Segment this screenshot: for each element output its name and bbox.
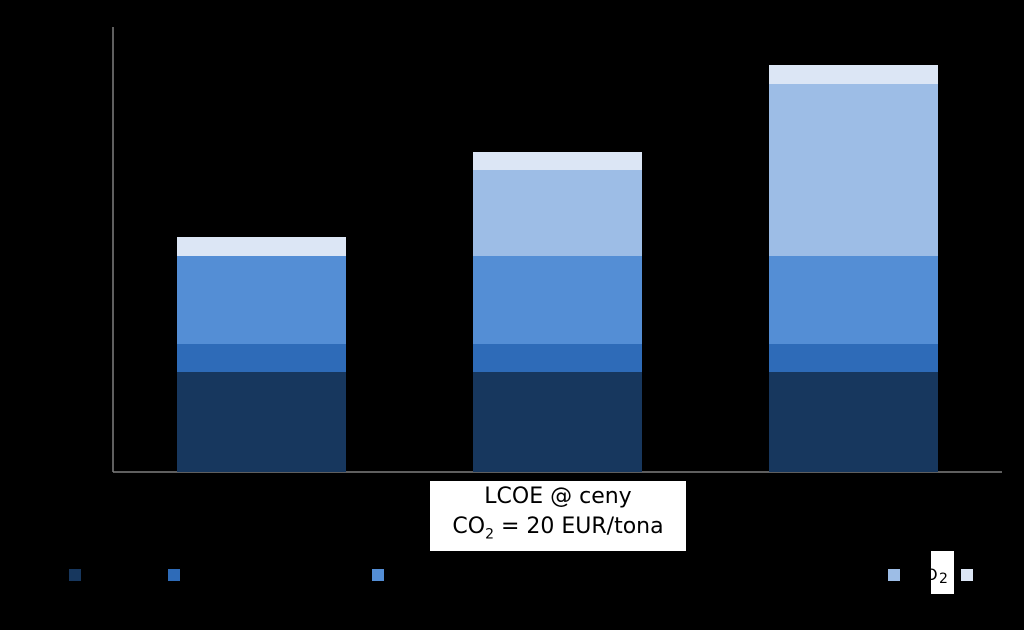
- bar-1-segment-3: [177, 256, 346, 344]
- annotation-subscript: 2: [485, 526, 494, 543]
- annotation-co-text: CO: [452, 514, 486, 540]
- bar-2-segment-4: [473, 170, 642, 256]
- bar-1-segment-1: [177, 372, 346, 472]
- legend-label-fragment: O 2: [931, 551, 954, 594]
- bar-2-segment-3: [473, 256, 642, 344]
- legend-swatch-3: [372, 569, 384, 581]
- bar-3-segment-2: [769, 344, 938, 372]
- legend-fragment-subscript: 2: [939, 571, 948, 587]
- legend-swatch-1: [69, 569, 81, 581]
- annotation-line-1: LCOE @ ceny: [484, 484, 632, 510]
- legend-swatch-5: [961, 569, 973, 581]
- legend-fragment-text: O: [931, 565, 938, 584]
- bar-3-segment-5: [769, 65, 938, 84]
- legend-swatch-4: [888, 569, 900, 581]
- bar-2-segment-1: [473, 372, 642, 472]
- bar-1-segment-5: [177, 237, 346, 256]
- bar-2-segment-5: [473, 152, 642, 170]
- bar-3-segment-4: [769, 84, 938, 256]
- bar-3-segment-3: [769, 256, 938, 344]
- bar-1-segment-2: [177, 344, 346, 372]
- annotation-value-text: = 20 EUR/tona: [493, 514, 664, 540]
- bar-3-segment-1: [769, 372, 938, 472]
- legend-swatch-2: [168, 569, 180, 581]
- annotation-line-2: CO2 = 20 EUR/tona: [430, 512, 686, 549]
- bars-group: [177, 65, 938, 472]
- lcoe-annotation-box: LCOE @ ceny CO2 = 20 EUR/tona: [430, 481, 686, 551]
- bar-2-segment-2: [473, 344, 642, 372]
